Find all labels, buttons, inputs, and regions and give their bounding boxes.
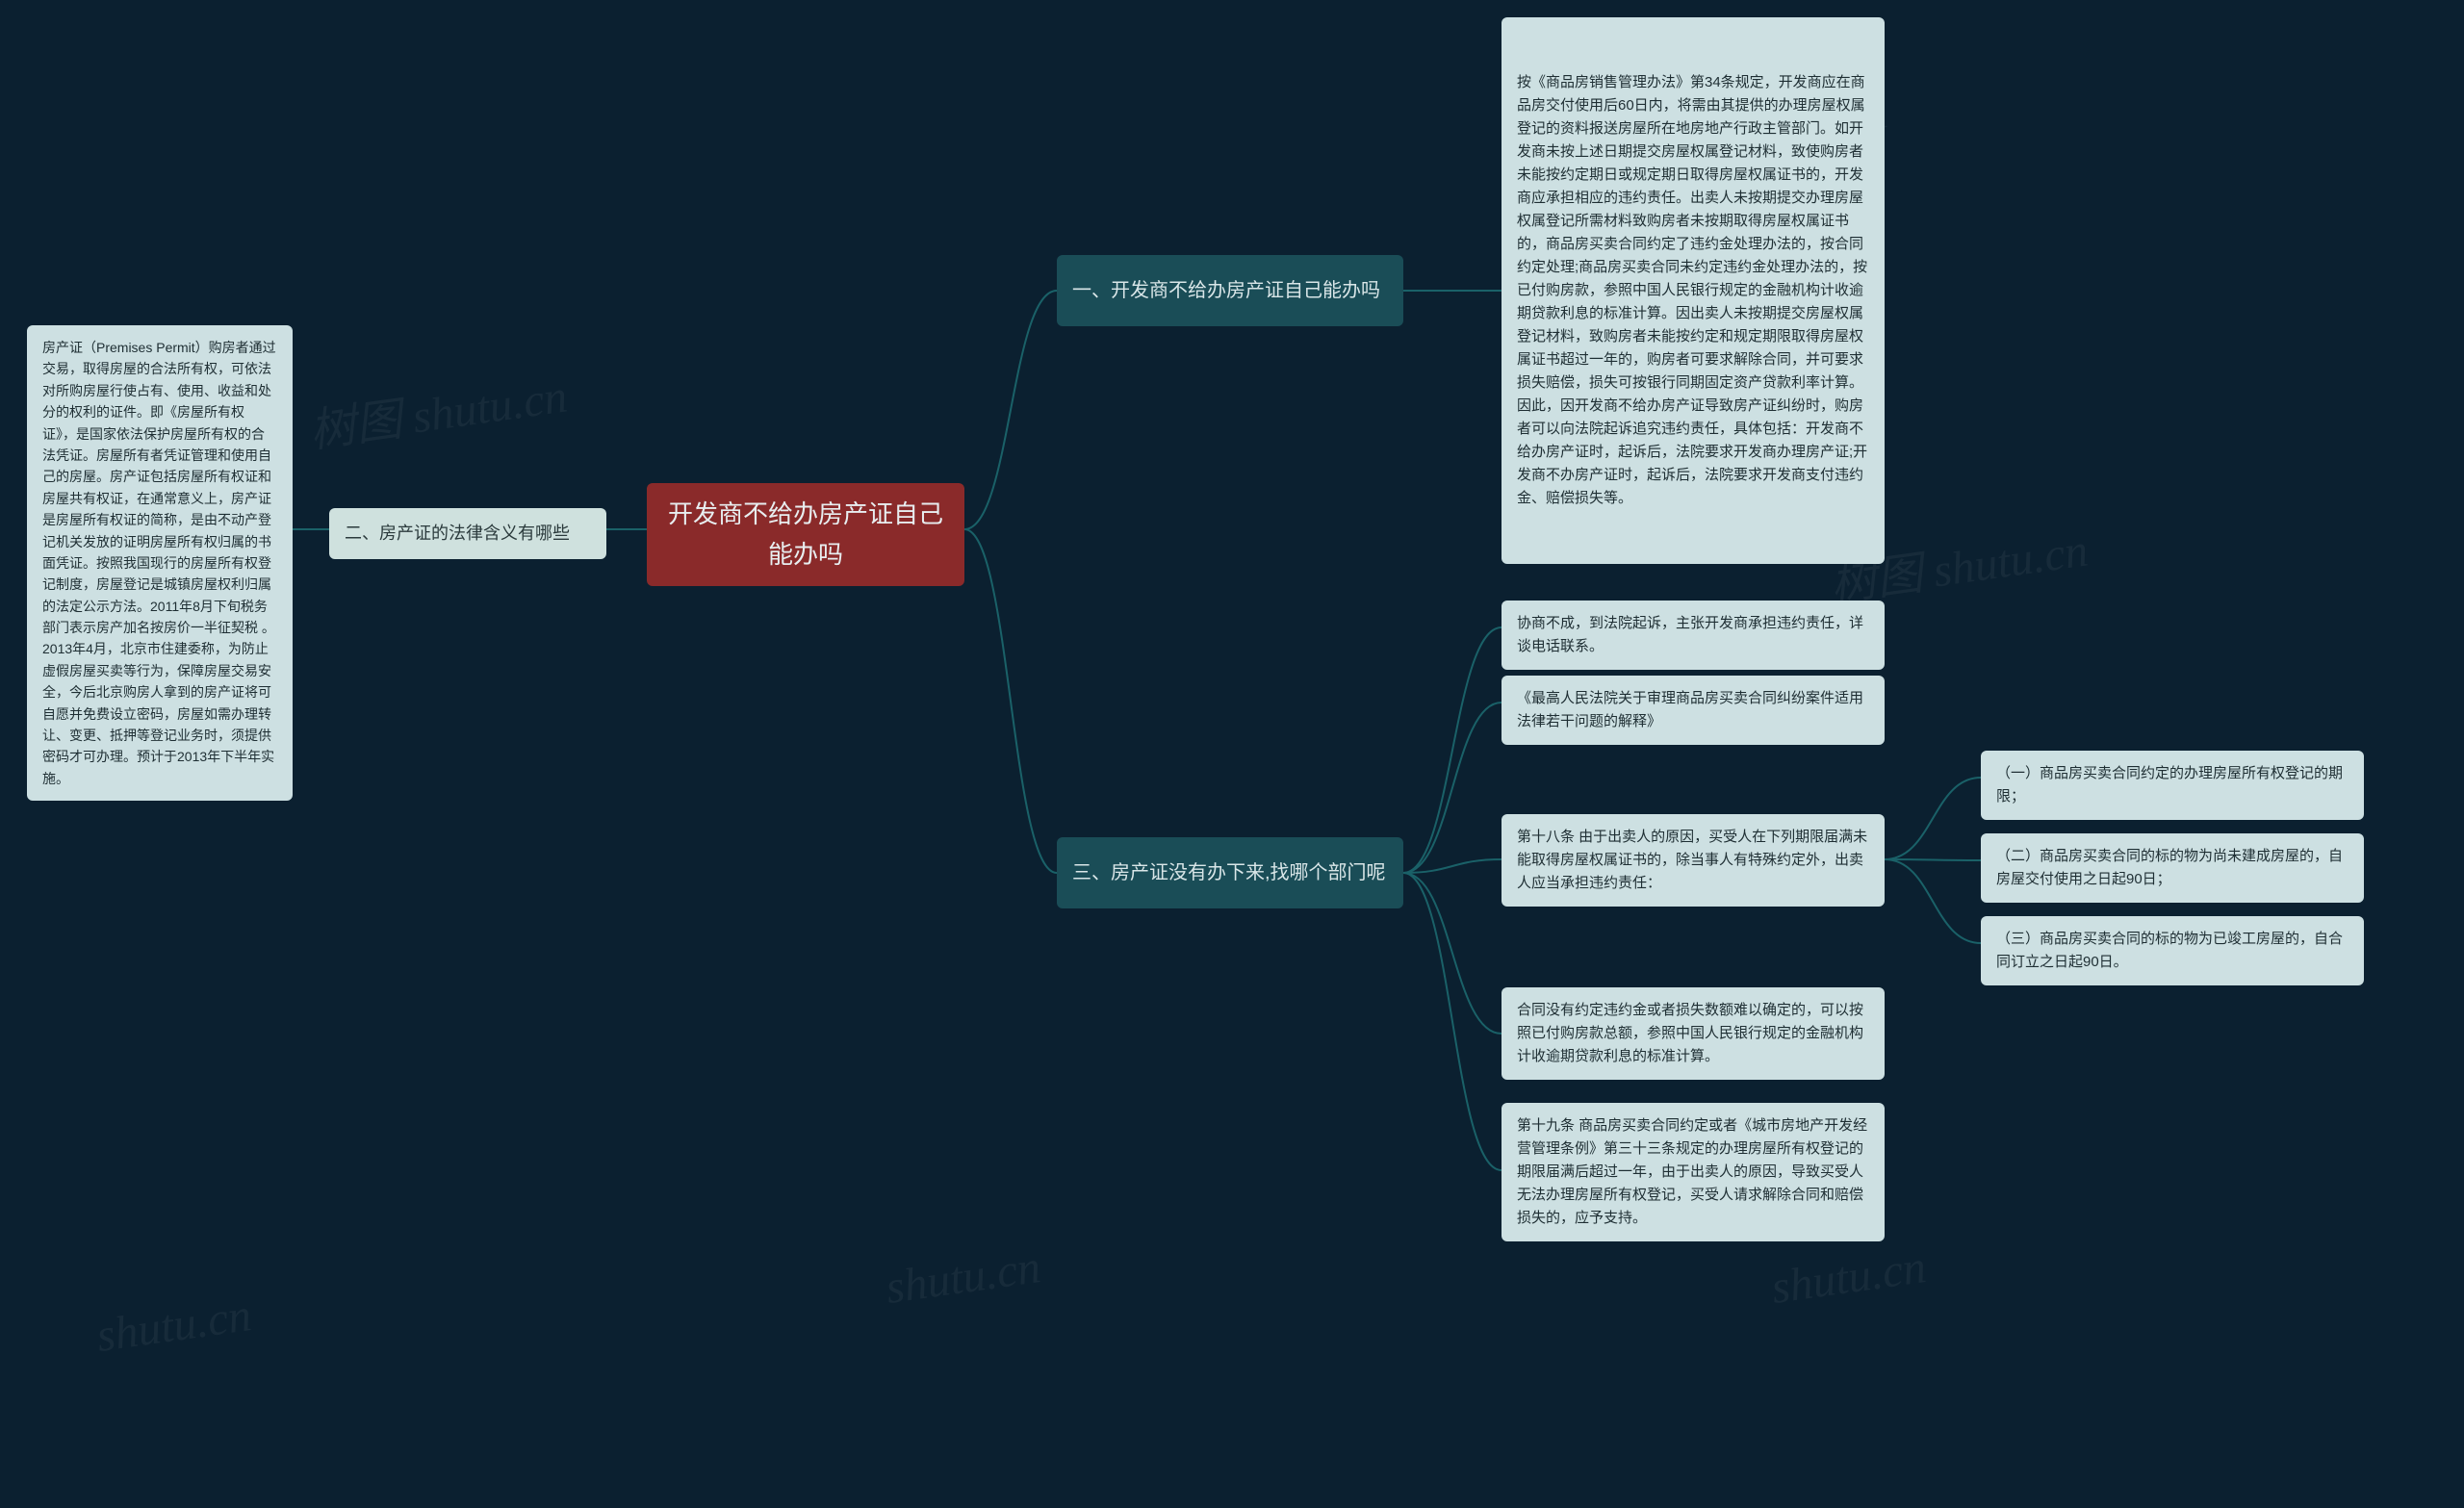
node-text: （三）商品房买卖合同的标的物为已竣工房屋的，自合同订立之日起90日。 [1996, 928, 2348, 974]
node-text: 协商不成，到法院起诉，主张开发商承担违约责任，详谈电话联系。 [1517, 612, 1869, 658]
connector [1403, 873, 1502, 1034]
node-text: 《最高人民法院关于审理商品房买卖合同纠纷案件适用法律若干问题的解释》 [1517, 687, 1869, 733]
node-b3_c4[interactable]: 合同没有约定违约金或者损失数额难以确定的，可以按照已付购房款总额，参照中国人民银… [1502, 987, 1885, 1080]
node-text: 房产证（Premises Permit）购房者通过交易，取得房屋的合法所有权，可… [42, 337, 277, 789]
node-b2[interactable]: 二、房产证的法律含义有哪些 [329, 508, 606, 559]
node-text: 二、房产证的法律含义有哪些 [345, 520, 570, 548]
connector [1885, 859, 1981, 943]
node-b3[interactable]: 三、房产证没有办下来,找哪个部门呢 [1057, 837, 1403, 908]
node-b3_c3[interactable]: 第十八条 由于出卖人的原因，买受人在下列期限届满未能取得房屋权属证书的，除当事人… [1502, 814, 1885, 907]
node-b2_c1[interactable]: 房产证（Premises Permit）购房者通过交易，取得房屋的合法所有权，可… [27, 325, 293, 801]
node-text: 三、房产证没有办下来,找哪个部门呢 [1072, 857, 1386, 888]
mindmap-canvas: 树图 shutu.cnshutu.cnshutu.cn树图 shutu.cnsh… [0, 0, 2464, 1508]
node-b3_c3_s3[interactable]: （三）商品房买卖合同的标的物为已竣工房屋的，自合同订立之日起90日。 [1981, 916, 2364, 985]
node-text: 按《商品房销售管理办法》第34条规定，开发商应在商品房交付使用后60日内，将需由… [1517, 71, 1869, 510]
connector [1403, 627, 1502, 873]
node-b3_c5[interactable]: 第十九条 商品房买卖合同约定或者《城市房地产开发经营管理条例》第三十三条规定的办… [1502, 1103, 1885, 1241]
node-b1_c1[interactable]: 按《商品房销售管理办法》第34条规定，开发商应在商品房交付使用后60日内，将需由… [1502, 17, 1885, 564]
node-root[interactable]: 开发商不给办房产证自己能办吗 [647, 483, 964, 586]
node-b3_c3_s2[interactable]: （二）商品房买卖合同的标的物为尚未建成房屋的，自房屋交付使用之日起90日； [1981, 833, 2364, 903]
node-b3_c1[interactable]: 协商不成，到法院起诉，主张开发商承担违约责任，详谈电话联系。 [1502, 601, 1885, 670]
node-b1[interactable]: 一、开发商不给办房产证自己能办吗 [1057, 255, 1403, 326]
node-b3_c2[interactable]: 《最高人民法院关于审理商品房买卖合同纠纷案件适用法律若干问题的解释》 [1502, 676, 1885, 745]
node-text: 第十九条 商品房买卖合同约定或者《城市房地产开发经营管理条例》第三十三条规定的办… [1517, 1114, 1869, 1230]
connector [1403, 703, 1502, 873]
node-text: 一、开发商不给办房产证自己能办吗 [1072, 275, 1380, 306]
connector [1885, 778, 1981, 859]
node-text: 合同没有约定违约金或者损失数额难以确定的，可以按照已付购房款总额，参照中国人民银… [1517, 999, 1869, 1068]
connector [964, 291, 1057, 529]
node-text: 开发商不给办房产证自己能办吗 [662, 495, 949, 575]
connector [964, 529, 1057, 873]
connector [1403, 873, 1502, 1170]
node-text: （二）商品房买卖合同的标的物为尚未建成房屋的，自房屋交付使用之日起90日； [1996, 845, 2348, 891]
connector [1885, 859, 1981, 860]
node-b3_c3_s1[interactable]: （一）商品房买卖合同约定的办理房屋所有权登记的期限； [1981, 751, 2364, 820]
node-text: （一）商品房买卖合同约定的办理房屋所有权登记的期限； [1996, 762, 2348, 808]
node-text: 第十八条 由于出卖人的原因，买受人在下列期限届满未能取得房屋权属证书的，除当事人… [1517, 826, 1869, 895]
